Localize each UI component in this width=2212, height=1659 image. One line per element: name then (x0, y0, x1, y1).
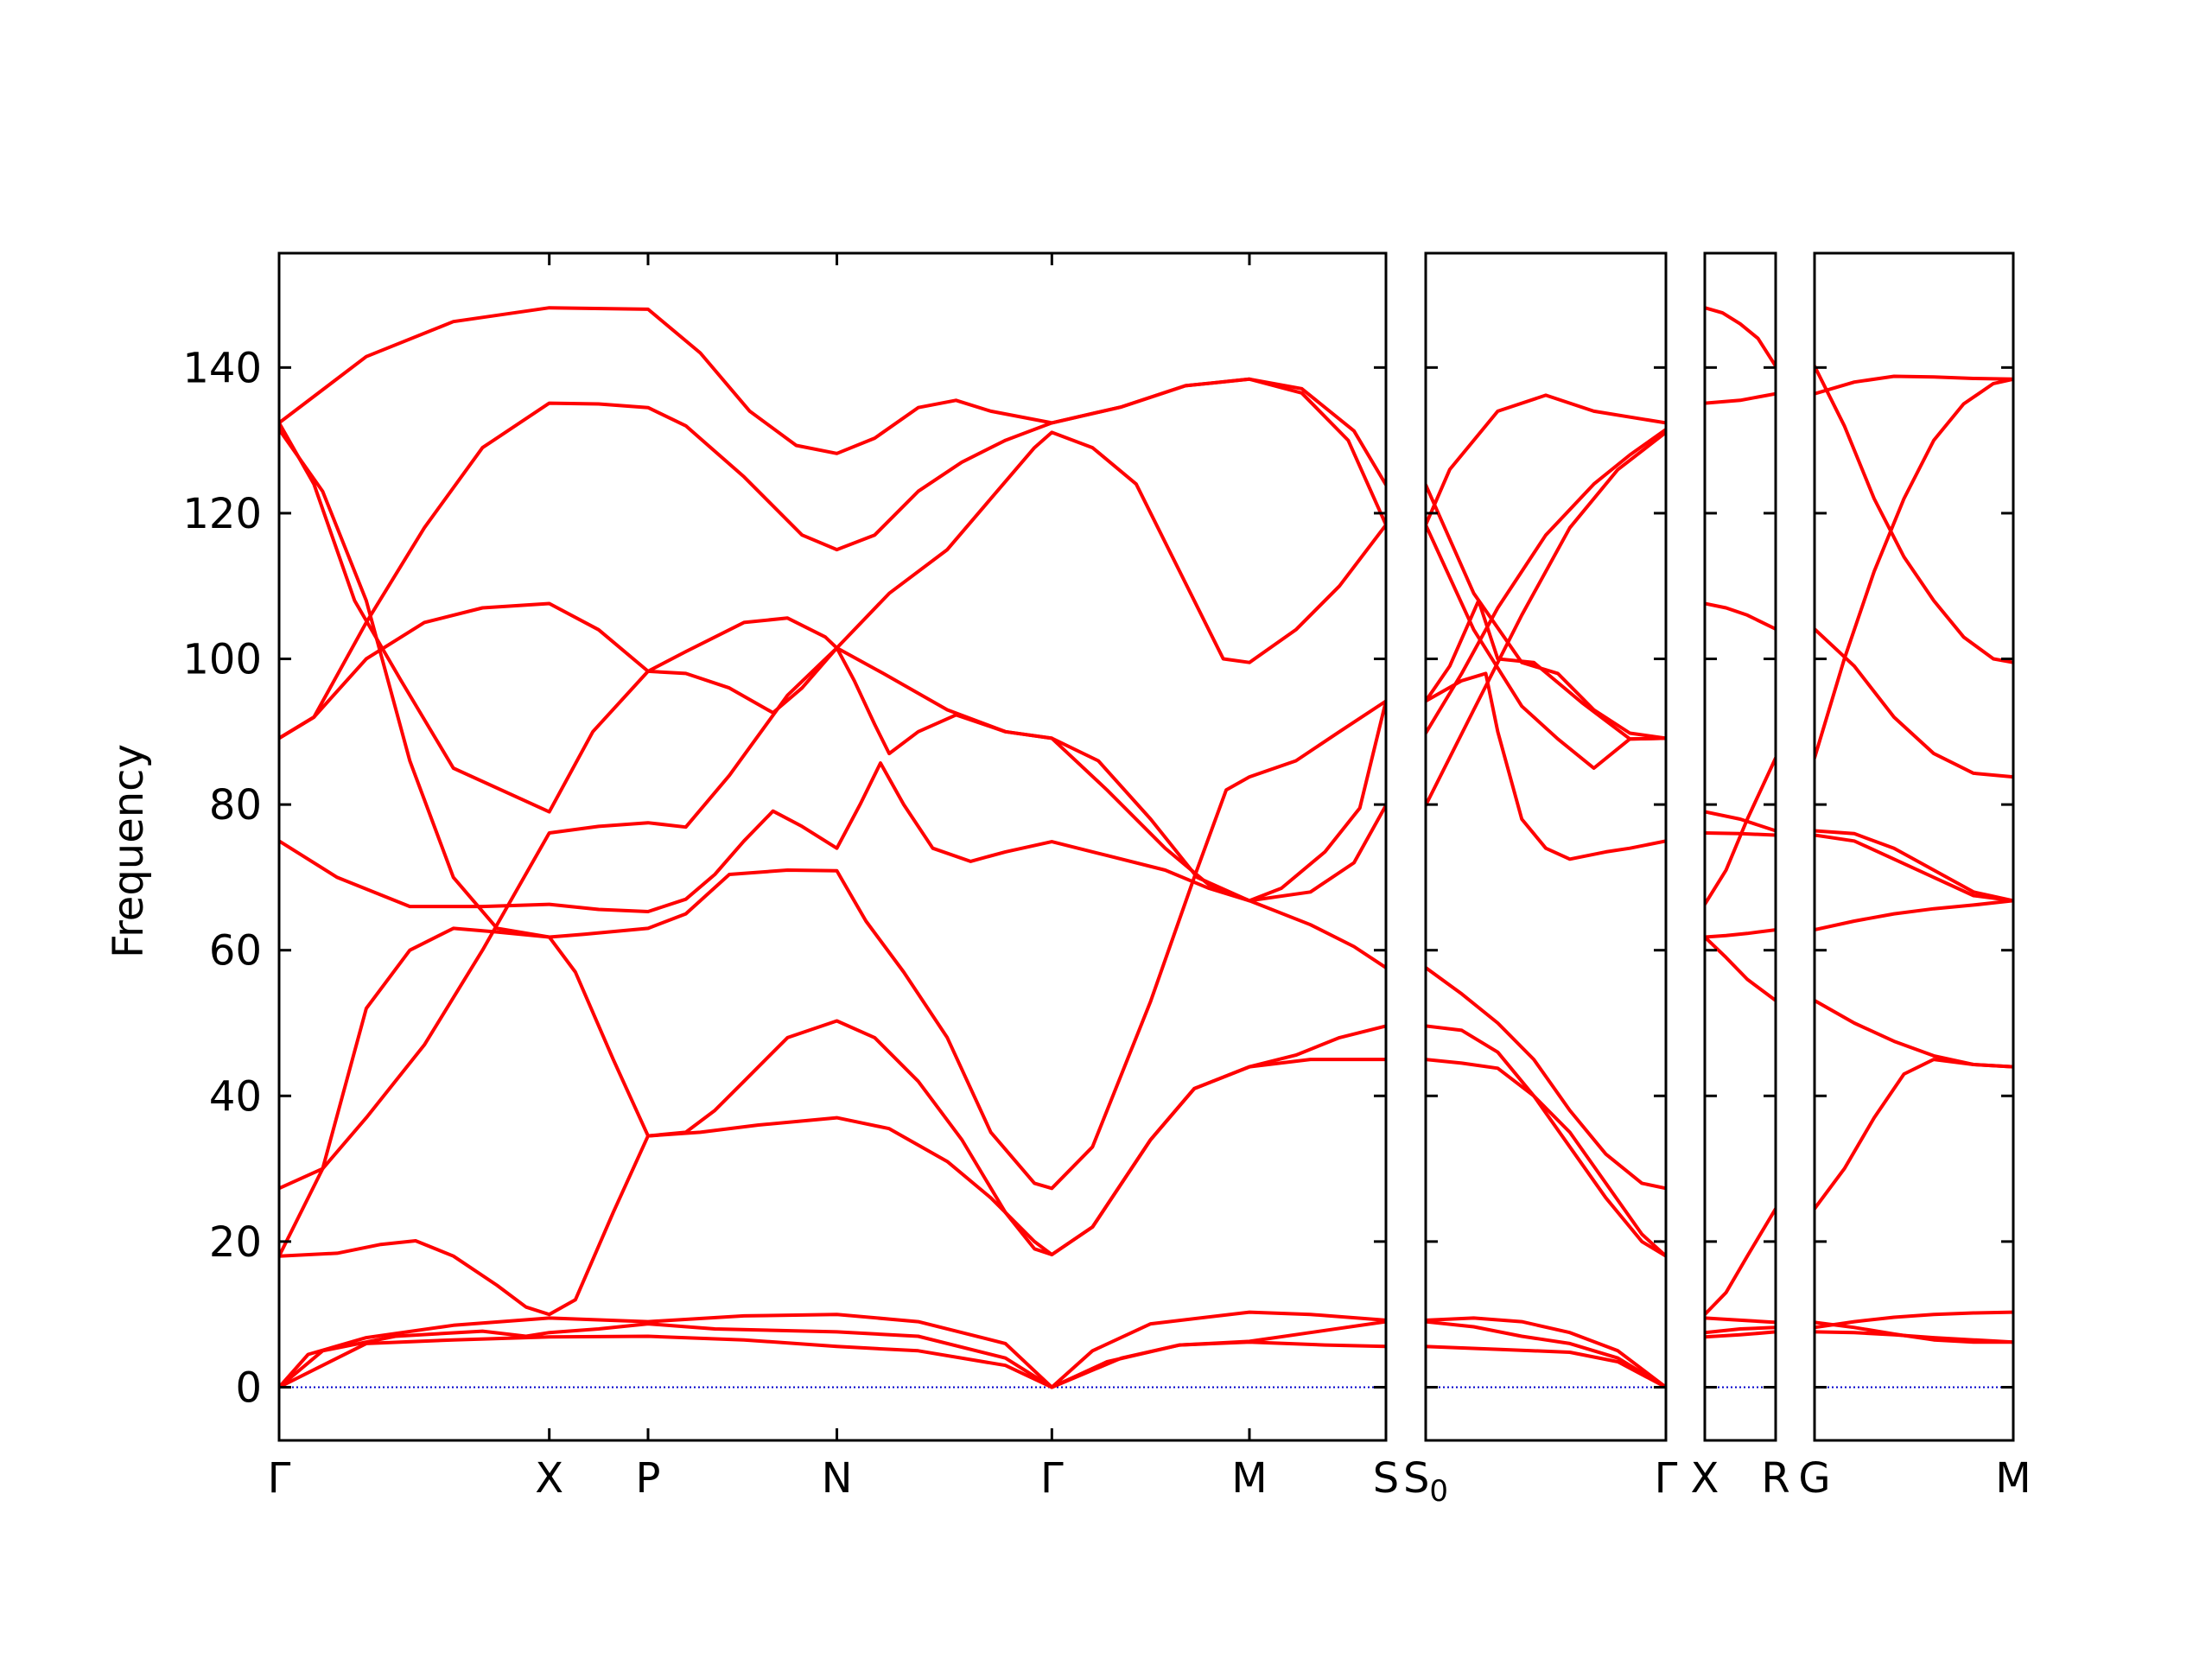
y-tick-label: 80 (209, 781, 262, 830)
y-tick-label: 60 (209, 927, 262, 976)
x-tick-label: S0 (1403, 1454, 1448, 1509)
panel-2: S0 Γ (1403, 251, 1678, 1509)
band-line (1426, 965, 1666, 1191)
y-tick-label: 120 (182, 490, 262, 538)
band-line (1705, 935, 1776, 1002)
x-tick-label: M (1995, 1454, 2031, 1503)
band-line (1426, 483, 1666, 741)
band-line (1426, 599, 1666, 741)
band-line (279, 1058, 1386, 1317)
band-line (1426, 393, 1666, 527)
x-tick-label: M (1231, 1454, 1267, 1503)
band-line (1705, 391, 1776, 405)
band-line (279, 306, 1386, 487)
band-line (1815, 374, 2013, 396)
band-line (1426, 1024, 1666, 1258)
y-tick-label: 0 (235, 1363, 262, 1412)
band-line (1705, 1325, 1776, 1335)
y-tick-label: 20 (209, 1218, 262, 1267)
x-tick-label: P (636, 1454, 661, 1503)
band-line (279, 377, 1386, 741)
band-line (1426, 1344, 1666, 1389)
x-tick-label: Γ (1655, 1454, 1678, 1503)
band-line (1815, 833, 2013, 903)
x-tick-label: Γ (1040, 1454, 1064, 1503)
y-tick-label: 100 (182, 636, 262, 684)
band-line (1426, 1058, 1666, 1258)
x-tick-label: N (822, 1454, 853, 1503)
band-line (1426, 428, 1666, 735)
band-line (1815, 1310, 2013, 1330)
band-line (1815, 1058, 2013, 1211)
band-line (1426, 1319, 1666, 1389)
x-tick-label: Γ (268, 1454, 291, 1503)
band-line (279, 430, 1386, 1191)
band-line (1705, 810, 1776, 833)
band-line (1705, 756, 1776, 906)
band-line (1705, 306, 1776, 368)
x-tick-label: X (1691, 1454, 1719, 1503)
x-tick-label: G (1798, 1454, 1830, 1503)
band-line (1815, 627, 2013, 779)
band-line (1815, 998, 2013, 1069)
band-line (279, 1334, 1386, 1389)
band-line (1705, 601, 1776, 631)
band-line (1815, 1330, 2013, 1344)
panel-frame (1703, 251, 1777, 1442)
panel-frame (1424, 251, 1668, 1442)
panel-frame (1813, 251, 2015, 1442)
band-line (1815, 364, 2013, 664)
band-line (279, 1319, 1386, 1389)
band-line (1705, 1206, 1776, 1317)
panel-frame (277, 251, 1388, 1442)
band-line (1815, 829, 2013, 903)
band-line (1815, 377, 2013, 760)
y-tick-label: 40 (209, 1072, 262, 1121)
x-tick-label: R (1761, 1454, 1789, 1503)
band-line (279, 601, 1386, 903)
x-tick-label: S (1373, 1454, 1399, 1503)
band-line (1815, 899, 2013, 932)
band-line (279, 926, 1386, 1258)
band-line (279, 428, 1386, 1191)
band-line (279, 1310, 1386, 1389)
x-tick-label: X (535, 1454, 563, 1503)
band-line (1426, 671, 1666, 861)
band-line (1705, 928, 1776, 939)
band-line (1426, 430, 1666, 807)
band-line (279, 421, 1386, 903)
band-line (1426, 1316, 1666, 1389)
band-line (279, 761, 1386, 969)
band-line (1705, 1316, 1776, 1325)
y-tick-label: 140 (182, 344, 262, 392)
y-axis-label: Frequency (105, 744, 153, 958)
panel-1: Γ X P N Γ M S 0 20 40 60 80 100 120 140 (182, 251, 1399, 1503)
band-line (1705, 1330, 1776, 1339)
